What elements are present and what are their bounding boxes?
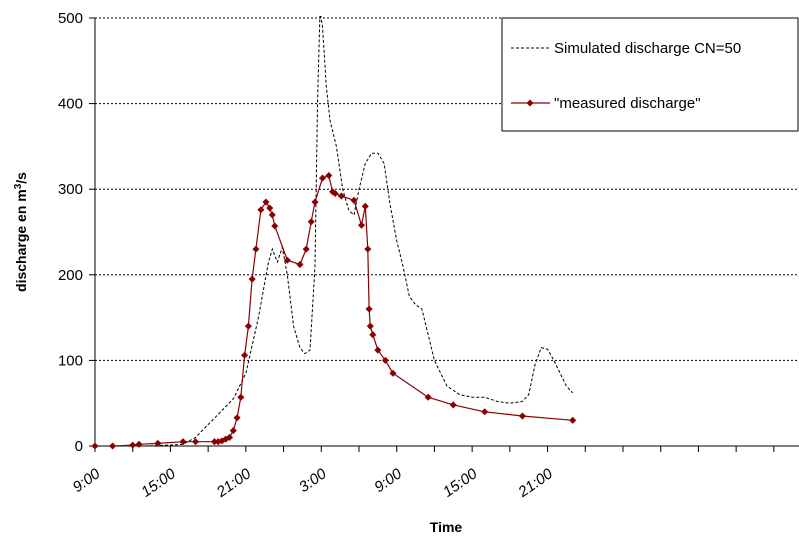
series-line-0 <box>95 16 574 446</box>
y-tick-label-400: 400 <box>58 96 83 113</box>
series-1-point-35 <box>357 221 366 229</box>
series-1-point-1 <box>109 442 117 450</box>
series-1-point-11 <box>225 433 234 441</box>
y-axis-title-end: /s <box>13 172 29 184</box>
series-1-point-7 <box>210 438 218 446</box>
series-1-point-25 <box>296 260 304 269</box>
series-1-point-32 <box>331 189 339 198</box>
series-1-point-27 <box>307 218 315 226</box>
series-1-point-40 <box>369 331 377 339</box>
series-1-point-38 <box>365 305 373 313</box>
legend-label-simulated: Simulated discharge CN=50 <box>554 40 741 57</box>
legend: Simulated discharge CN=50 "measured disc… <box>501 17 799 132</box>
y-axis-title-superscript: 3 <box>13 183 24 189</box>
series-1-point-3 <box>135 440 143 448</box>
axes <box>89 17 799 452</box>
series-1-point-21 <box>266 204 274 212</box>
series-1-point-14 <box>237 393 245 401</box>
y-tick-label-200: 200 <box>58 267 83 284</box>
y-tick-label-0: 0 <box>75 438 83 455</box>
series-1-point-20 <box>262 198 270 206</box>
series-1-point-47 <box>518 412 526 420</box>
y-axis-title-main: discharge en m <box>13 189 29 292</box>
legend-label-measured: "measured discharge" <box>554 95 701 112</box>
series-1-point-23 <box>271 222 279 230</box>
series-1-point-24 <box>283 256 291 264</box>
series-1-point-41 <box>374 346 382 354</box>
series-1-point-19 <box>257 206 265 214</box>
series-1-point-37 <box>364 245 372 253</box>
series-1-point-18 <box>252 245 260 253</box>
series-1-point-44 <box>424 393 432 401</box>
series-1-point-16 <box>244 322 252 330</box>
y-tick-labels: 0 100 200 300 400 500 <box>58 10 83 455</box>
series-1-point-17 <box>248 275 256 283</box>
series-1-point-26 <box>302 245 310 253</box>
y-tick-label-300: 300 <box>58 181 83 198</box>
series-1-point-36 <box>361 202 369 210</box>
series-1-point-34 <box>350 196 358 204</box>
series-1-point-39 <box>366 322 374 330</box>
series-1-point-42 <box>381 356 389 364</box>
series-1-point-46 <box>481 408 489 416</box>
y-tick-label-500: 500 <box>58 10 83 27</box>
series-1-point-6 <box>192 438 200 446</box>
series-1-point-22 <box>268 211 276 219</box>
y-axis-title: discharge en m3/s <box>13 172 30 292</box>
series-1-point-29 <box>319 174 327 182</box>
series-1-point-30 <box>325 171 333 180</box>
series-1-point-48 <box>569 416 577 424</box>
series-1-point-2 <box>129 441 137 449</box>
x-axis-title: Time <box>430 519 463 535</box>
series-1-point-33 <box>337 192 345 200</box>
series-1-point-12 <box>229 427 237 435</box>
series-1-point-0 <box>91 442 99 450</box>
legend-box <box>501 17 799 132</box>
series-layer <box>91 16 577 450</box>
legend-marker-measured <box>526 99 534 107</box>
series-1-point-15 <box>241 351 249 359</box>
gridlines <box>95 17 799 361</box>
series-1-point-5 <box>179 438 187 446</box>
series-1-point-43 <box>389 369 397 377</box>
series-1-point-45 <box>449 401 457 409</box>
series-1-point-28 <box>311 198 319 206</box>
series-1-point-4 <box>154 439 162 447</box>
y-tick-label-100: 100 <box>58 352 83 369</box>
series-1-point-13 <box>233 414 241 422</box>
